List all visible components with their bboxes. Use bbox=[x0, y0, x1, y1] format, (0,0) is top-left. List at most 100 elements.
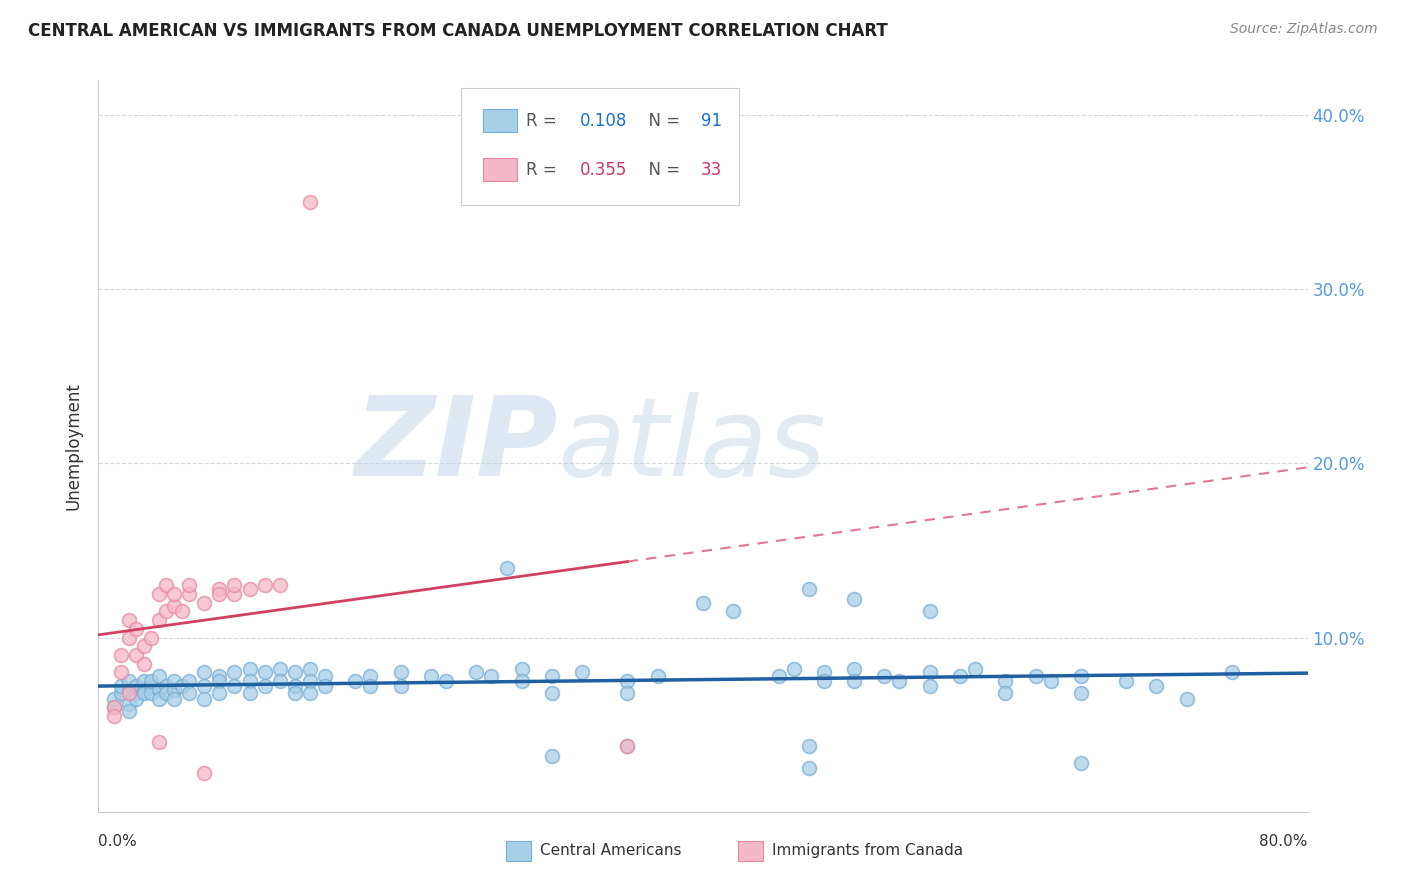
Point bbox=[1024, 669, 1046, 683]
Point bbox=[155, 679, 177, 693]
Point bbox=[118, 613, 141, 627]
Point bbox=[239, 686, 262, 700]
Point bbox=[193, 679, 215, 693]
Point bbox=[253, 665, 276, 680]
Point bbox=[495, 561, 517, 575]
Point bbox=[239, 674, 262, 689]
Bar bbox=[482, 109, 517, 132]
Point bbox=[179, 674, 201, 689]
Point bbox=[239, 582, 262, 596]
Point bbox=[616, 674, 638, 689]
Point bbox=[994, 674, 1017, 689]
Point bbox=[224, 578, 246, 592]
Text: N =: N = bbox=[638, 161, 685, 178]
Point bbox=[148, 587, 170, 601]
Point bbox=[949, 669, 972, 683]
Point bbox=[253, 679, 276, 693]
Point bbox=[284, 665, 307, 680]
Point bbox=[873, 669, 896, 683]
Point bbox=[208, 582, 231, 596]
Point bbox=[299, 195, 322, 210]
Point bbox=[1039, 674, 1062, 689]
Point bbox=[163, 599, 186, 614]
Point bbox=[208, 674, 231, 689]
Point bbox=[889, 674, 911, 689]
Point bbox=[571, 665, 593, 680]
Point bbox=[616, 739, 638, 753]
Point bbox=[170, 679, 193, 693]
Text: N =: N = bbox=[638, 112, 685, 129]
Point bbox=[208, 686, 231, 700]
Point bbox=[616, 686, 638, 700]
Point bbox=[269, 674, 291, 689]
Point bbox=[481, 669, 503, 683]
Point bbox=[125, 679, 148, 693]
Point bbox=[208, 587, 231, 601]
Text: 0.355: 0.355 bbox=[579, 161, 627, 178]
Point bbox=[224, 679, 246, 693]
Point bbox=[389, 679, 412, 693]
Point bbox=[103, 709, 125, 723]
Point bbox=[783, 662, 806, 676]
Point bbox=[193, 691, 215, 706]
Point bbox=[163, 682, 186, 697]
Point bbox=[510, 662, 533, 676]
Point bbox=[193, 596, 215, 610]
Point bbox=[844, 592, 866, 607]
Point bbox=[540, 686, 562, 700]
Point bbox=[616, 739, 638, 753]
Point bbox=[510, 674, 533, 689]
Point bbox=[540, 669, 562, 683]
Y-axis label: Unemployment: Unemployment bbox=[65, 382, 83, 510]
Point bbox=[1220, 665, 1243, 680]
Point bbox=[239, 662, 262, 676]
Point bbox=[269, 578, 291, 592]
Point bbox=[132, 686, 155, 700]
Point bbox=[314, 679, 336, 693]
Point bbox=[918, 604, 941, 618]
Point bbox=[163, 674, 186, 689]
Point bbox=[284, 686, 307, 700]
Text: 91: 91 bbox=[700, 112, 721, 129]
Point bbox=[344, 674, 367, 689]
Point bbox=[797, 582, 820, 596]
Point bbox=[155, 604, 177, 618]
Point bbox=[132, 640, 155, 654]
Text: Source: ZipAtlas.com: Source: ZipAtlas.com bbox=[1230, 22, 1378, 37]
Text: 33: 33 bbox=[700, 161, 721, 178]
Point bbox=[132, 657, 155, 671]
Point bbox=[110, 648, 132, 662]
Point bbox=[797, 739, 820, 753]
Point bbox=[103, 700, 125, 714]
Point bbox=[420, 669, 443, 683]
Point bbox=[125, 686, 148, 700]
Point bbox=[647, 669, 669, 683]
Point bbox=[269, 662, 291, 676]
Point bbox=[141, 674, 163, 689]
Point bbox=[994, 686, 1017, 700]
Text: 0.108: 0.108 bbox=[579, 112, 627, 129]
Point bbox=[768, 669, 790, 683]
Point bbox=[148, 682, 170, 697]
Point bbox=[110, 686, 132, 700]
Point bbox=[1115, 674, 1137, 689]
Point bbox=[1070, 669, 1092, 683]
Text: R =: R = bbox=[526, 112, 562, 129]
Point bbox=[179, 686, 201, 700]
Point bbox=[148, 735, 170, 749]
Point bbox=[540, 749, 562, 764]
Text: ZIP: ZIP bbox=[354, 392, 558, 500]
Point bbox=[434, 674, 457, 689]
Point bbox=[163, 691, 186, 706]
Point bbox=[299, 674, 322, 689]
Point bbox=[125, 622, 148, 636]
Point bbox=[118, 704, 141, 718]
Point bbox=[155, 686, 177, 700]
Point bbox=[284, 679, 307, 693]
Text: CENTRAL AMERICAN VS IMMIGRANTS FROM CANADA UNEMPLOYMENT CORRELATION CHART: CENTRAL AMERICAN VS IMMIGRANTS FROM CANA… bbox=[28, 22, 887, 40]
Point bbox=[141, 631, 163, 645]
Point bbox=[1070, 686, 1092, 700]
Point bbox=[360, 679, 382, 693]
Point bbox=[125, 648, 148, 662]
Point bbox=[918, 665, 941, 680]
